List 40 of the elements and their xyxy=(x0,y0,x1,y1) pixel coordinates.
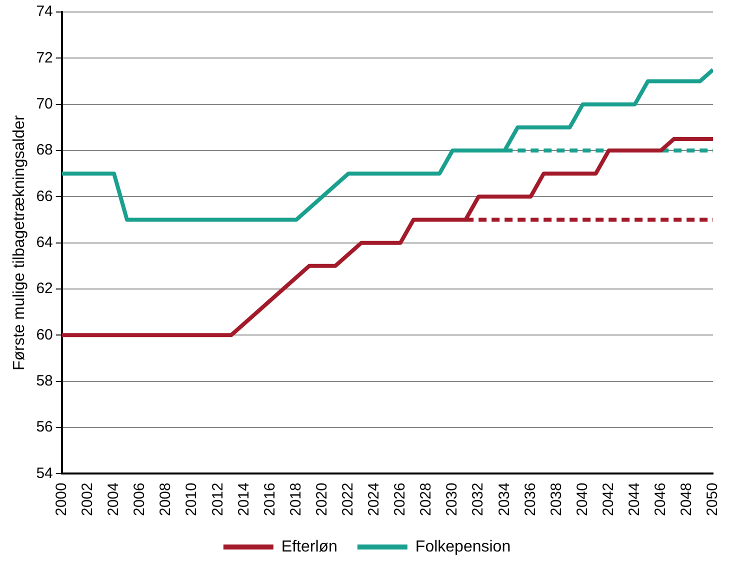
x-tick-label: 2020 xyxy=(313,482,330,516)
legend-label: Efterløn xyxy=(281,538,338,556)
x-tick-label: 2046 xyxy=(652,482,670,516)
x-tick-label: 2040 xyxy=(574,482,591,516)
x-tick-label: 2006 xyxy=(131,482,148,516)
x-tick-label: 2022 xyxy=(340,482,357,516)
x-tick-label: 2050 xyxy=(704,482,722,516)
x-tick-label: 2048 xyxy=(678,482,696,516)
x-tick-label: 2004 xyxy=(105,482,122,516)
x-tick-label: 2014 xyxy=(235,482,252,516)
y-tick-label: 56 xyxy=(36,418,53,436)
x-tick-label: 2010 xyxy=(183,482,200,516)
x-tick-label: 2008 xyxy=(157,482,174,516)
x-tick-label: 2032 xyxy=(470,482,487,516)
x-tick-label: 2018 xyxy=(287,482,304,516)
legend-label: Folkepension xyxy=(415,538,511,556)
y-tick-label: 66 xyxy=(36,188,53,205)
x-tick-label: 2016 xyxy=(261,482,278,516)
x-tick-label: 2044 xyxy=(626,482,644,516)
x-tick-label: 2034 xyxy=(496,482,513,516)
x-tick-label: 2042 xyxy=(600,482,617,516)
y-tick-label: 74 xyxy=(36,3,53,20)
x-tick-label: 2026 xyxy=(392,482,409,516)
y-tick-label: 72 xyxy=(36,49,53,66)
y-axis-title: Første mulige tilbagetrækningsalder xyxy=(11,114,28,370)
x-tick-label: 2000 xyxy=(53,482,70,516)
y-tick-label: 62 xyxy=(36,280,53,298)
y-tick-label: 68 xyxy=(36,142,53,159)
y-tick-label: 64 xyxy=(36,234,53,251)
y-tick-label: 60 xyxy=(36,326,53,344)
x-tick-label: 2028 xyxy=(418,482,435,516)
y-tick-label: 54 xyxy=(36,464,53,482)
x-tick-label: 2012 xyxy=(209,482,226,516)
x-tick-label: 2002 xyxy=(79,482,96,516)
x-tick-label: 2030 xyxy=(444,482,461,516)
x-tick-label: 2038 xyxy=(548,482,565,516)
x-tick-label: 2024 xyxy=(366,482,383,516)
y-tick-label: 70 xyxy=(36,95,53,112)
y-tick-label: 58 xyxy=(36,372,53,390)
x-tick-label: 2036 xyxy=(522,482,539,516)
